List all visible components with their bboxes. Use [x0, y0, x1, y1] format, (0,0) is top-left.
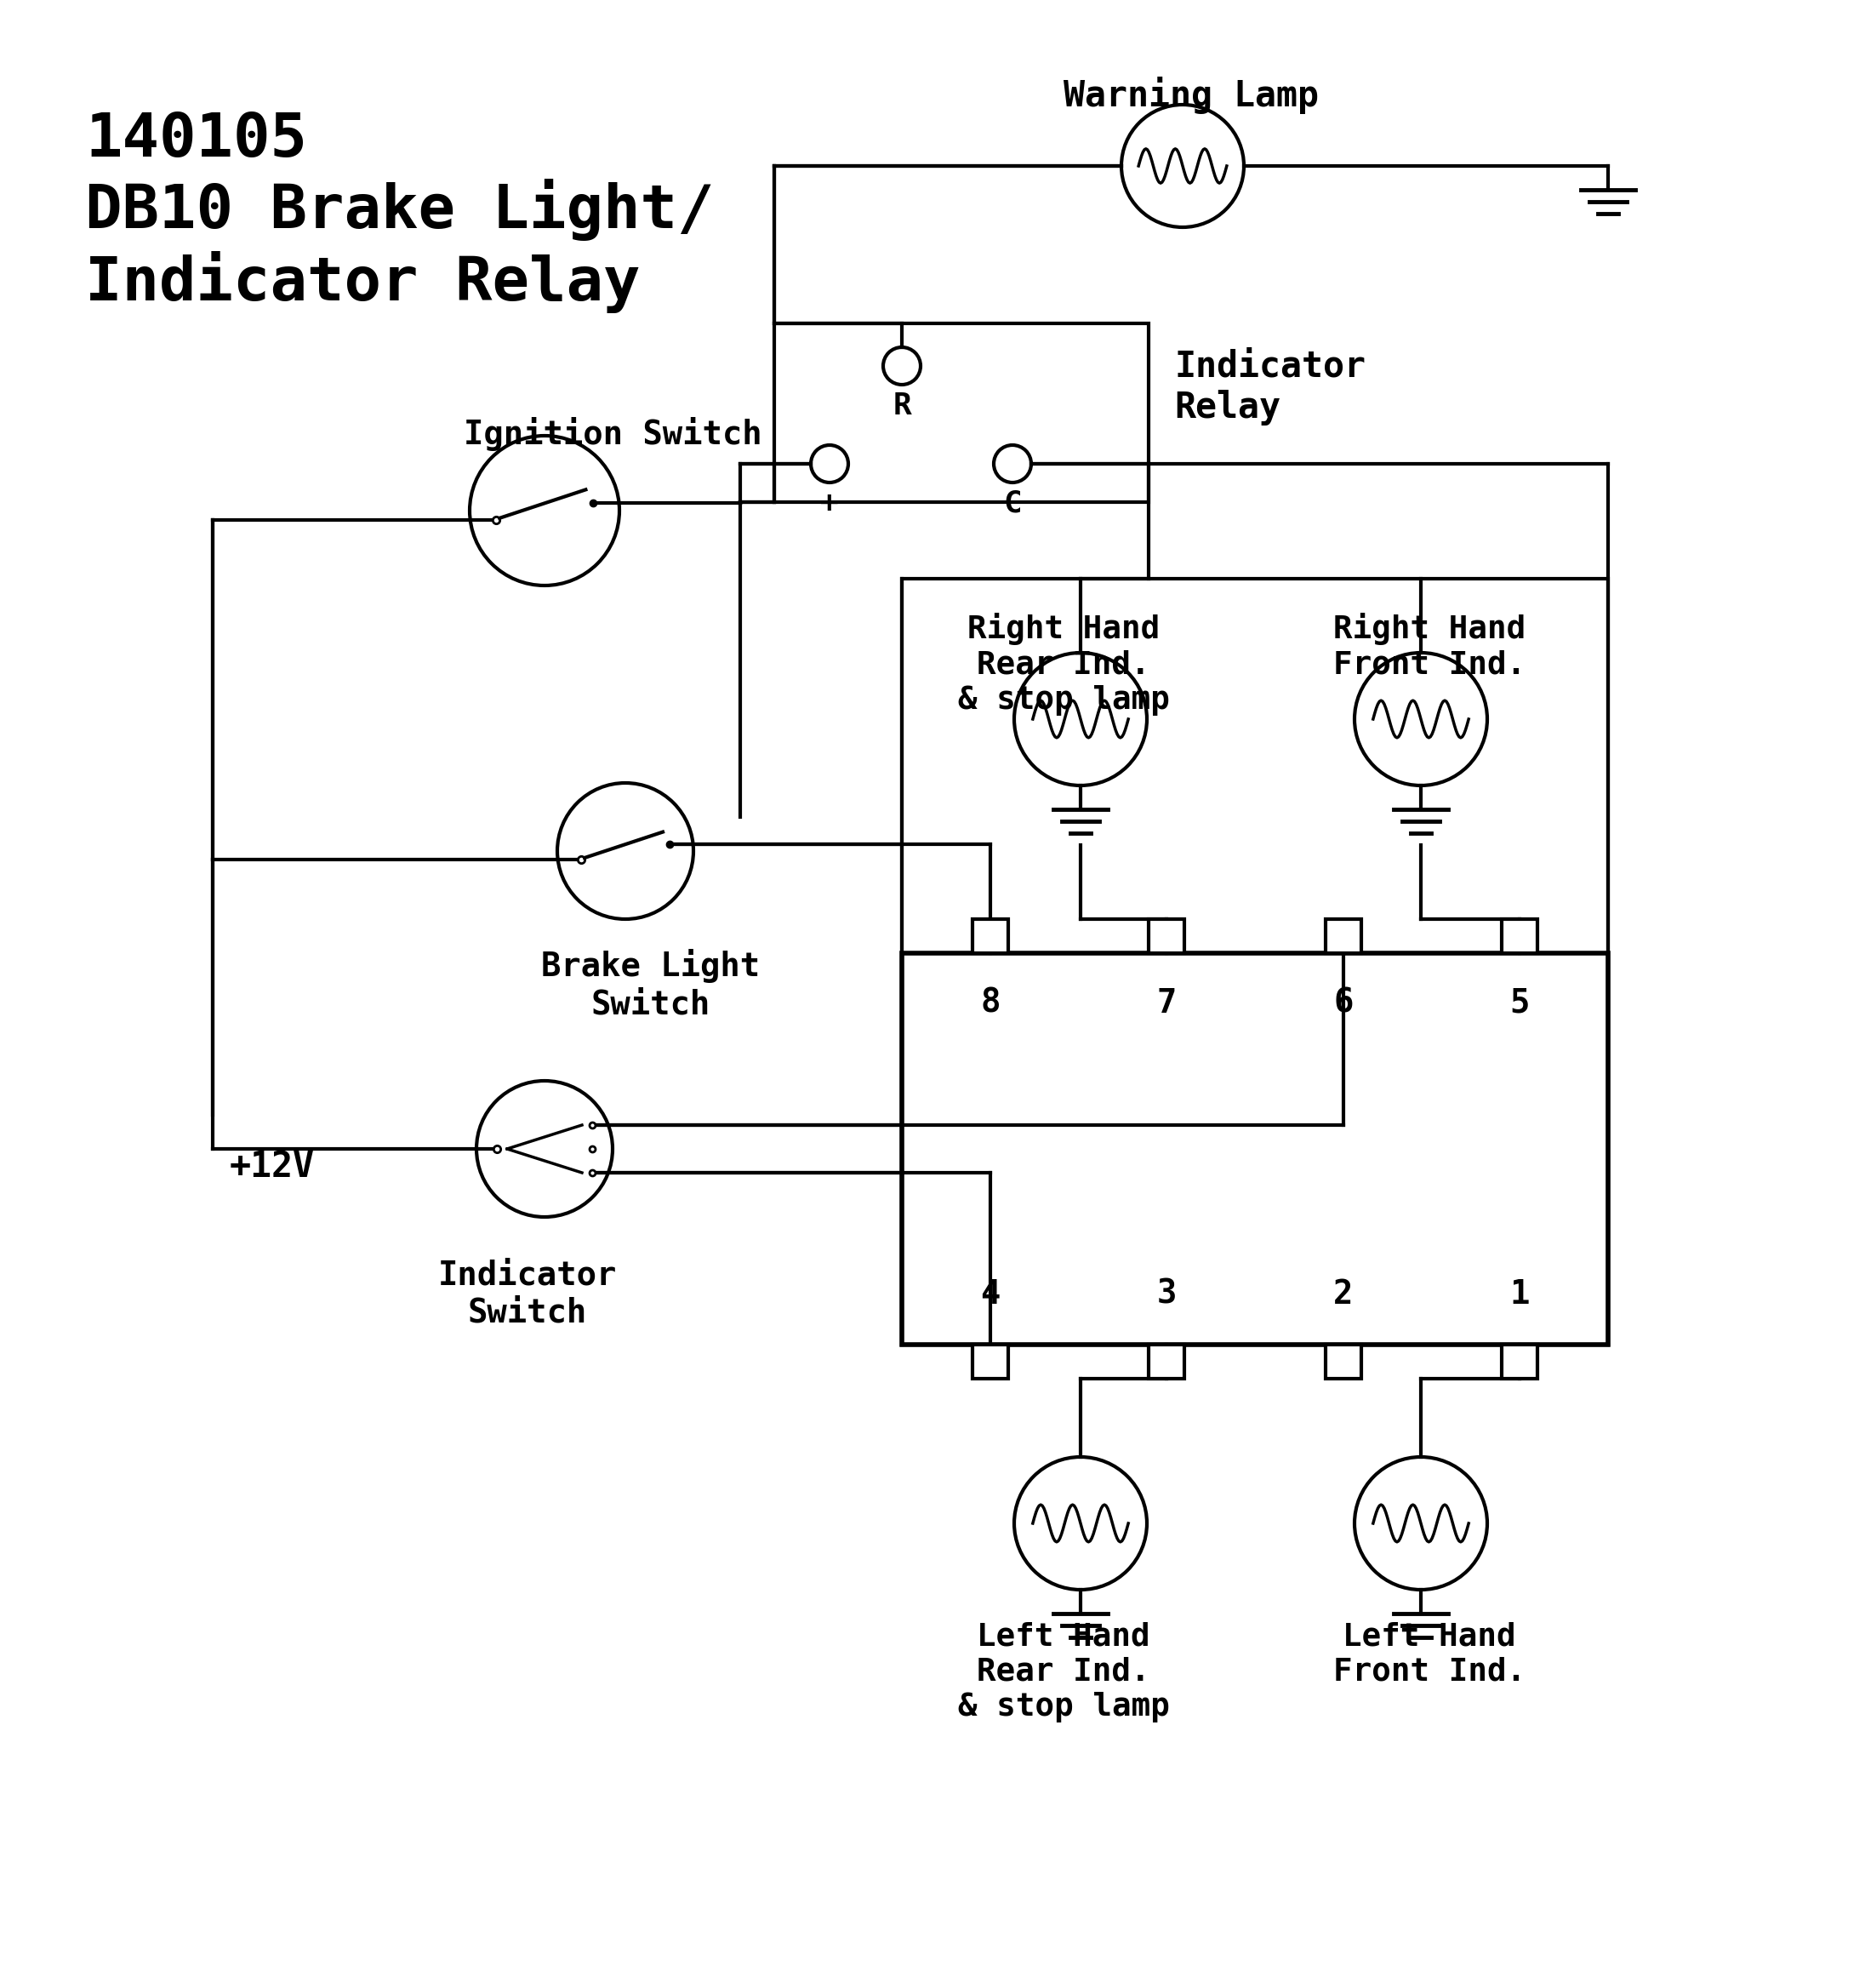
Text: Right Hand
Rear Ind.
& stop lamp: Right Hand Rear Ind. & stop lamp	[957, 612, 1169, 716]
Text: 8: 8	[981, 988, 1000, 1020]
Text: +: +	[821, 489, 839, 519]
Text: Right Hand
Front Ind.: Right Hand Front Ind.	[1333, 612, 1526, 680]
Text: Brake Light
Switch: Brake Light Switch	[541, 948, 761, 1020]
Text: C: C	[1003, 489, 1022, 519]
Text: Indicator Relay: Indicator Relay	[86, 250, 640, 314]
Text: R: R	[893, 392, 912, 419]
Bar	[1149, 1344, 1184, 1378]
Text: Left Hand
Rear Ind.
& stop lamp: Left Hand Rear Ind. & stop lamp	[957, 1620, 1169, 1724]
Text: 7: 7	[1156, 988, 1177, 1020]
Text: 6: 6	[1333, 988, 1354, 1020]
Text: Warning Lamp: Warning Lamp	[1063, 78, 1319, 113]
Text: 1: 1	[1511, 1278, 1529, 1310]
Text: +12V: +12V	[229, 1149, 315, 1185]
Text: 5: 5	[1511, 988, 1529, 1020]
Bar	[1501, 918, 1537, 952]
Text: 140105: 140105	[86, 111, 308, 169]
Text: 3: 3	[1156, 1278, 1177, 1310]
Bar	[1149, 918, 1184, 952]
Bar	[1326, 918, 1361, 952]
Text: DB10 Brake Light/: DB10 Brake Light/	[86, 179, 714, 241]
Text: Indicator
Switch: Indicator Switch	[438, 1260, 617, 1330]
Bar	[903, 952, 1608, 1344]
Bar	[1501, 1344, 1537, 1378]
Text: Ignition Switch: Ignition Switch	[463, 417, 761, 451]
Bar	[774, 324, 1149, 503]
Bar	[972, 1344, 1007, 1378]
Text: 4: 4	[981, 1278, 1000, 1310]
Text: 2: 2	[1333, 1278, 1354, 1310]
Bar	[903, 579, 1608, 1344]
Bar	[972, 918, 1007, 952]
Bar	[1326, 1344, 1361, 1378]
Text: Indicator
Relay: Indicator Relay	[1175, 348, 1365, 425]
Text: Left Hand
Front Ind.: Left Hand Front Ind.	[1333, 1620, 1526, 1688]
